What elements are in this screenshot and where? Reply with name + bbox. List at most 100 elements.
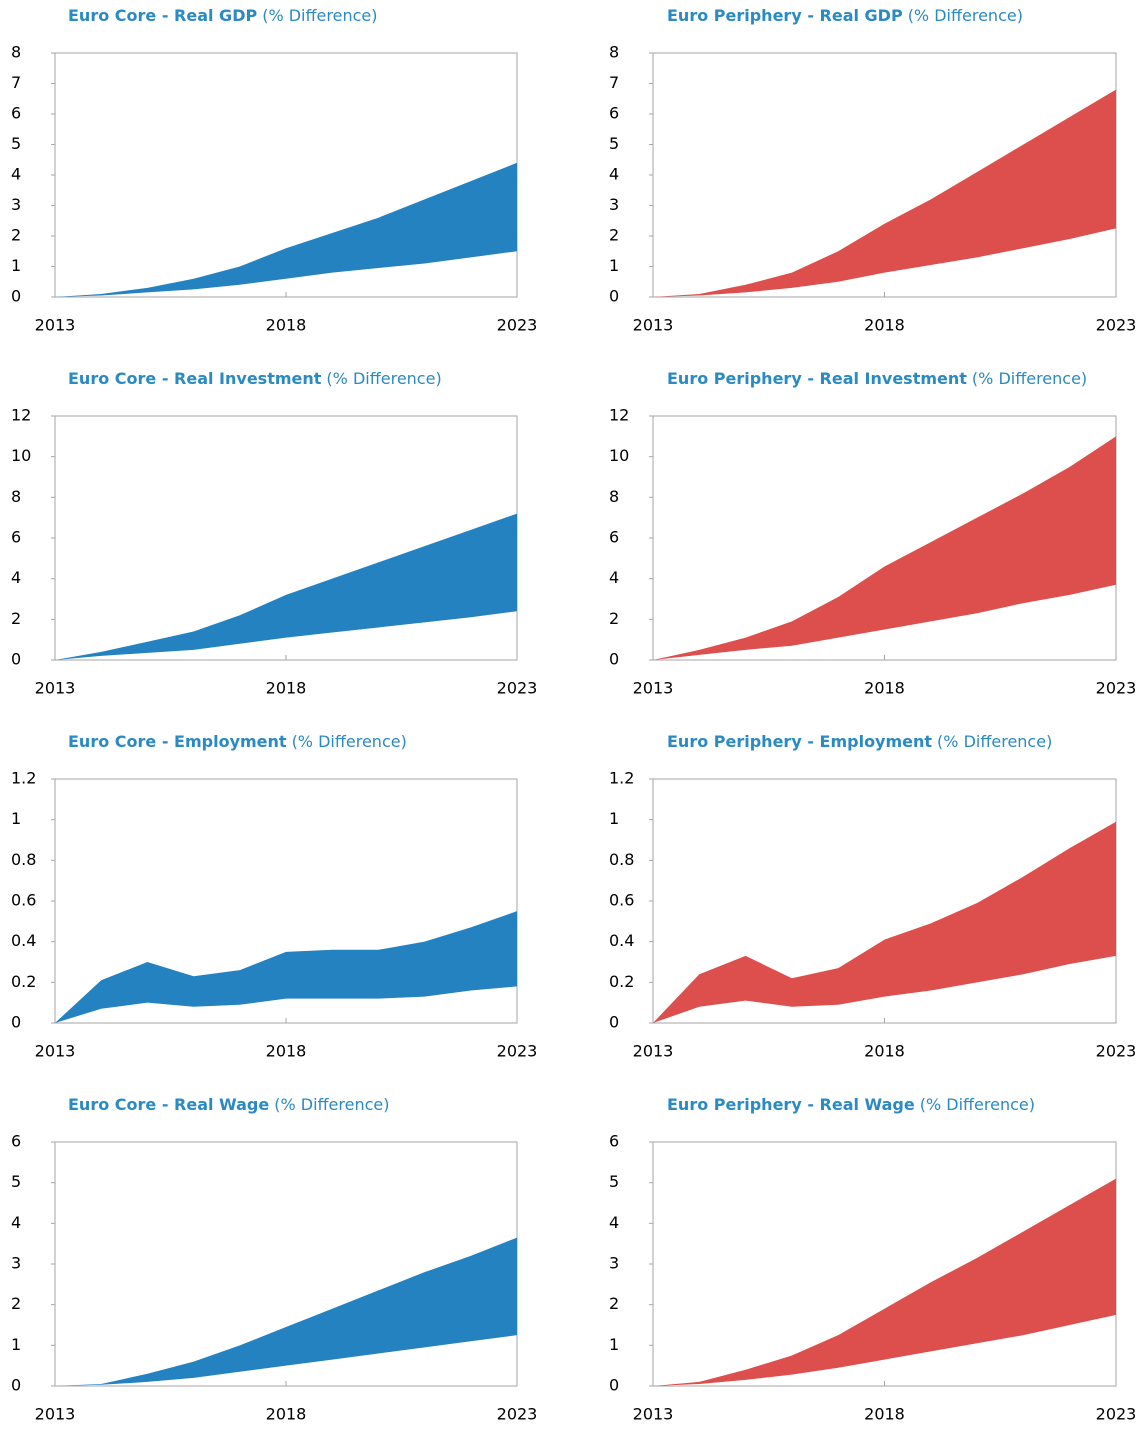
chart: Euro Core - Real Investment (% Difference… [11, 369, 537, 698]
y-tick-label: 0.6 [11, 891, 36, 910]
chart: Euro Core - Employment (% Difference) 0 0.2… [11, 732, 537, 1061]
y-tick-label: 8 [11, 487, 21, 506]
chart: Euro Core - Real GDP (% Difference) 0 1 2 3 4 5… [11, 6, 537, 335]
x-tick-label: 2018 [864, 316, 905, 335]
x-tick-label: 2023 [1096, 679, 1137, 698]
y-tick-label: 1.2 [11, 769, 36, 788]
band-area [55, 162, 517, 297]
y-tick-label: 1 [11, 809, 21, 828]
y-tick-label: 0 [11, 650, 21, 669]
chart-title: Euro Core - Employment (% Difference) [68, 732, 407, 751]
chart: Euro Periphery - Real GDP (% Difference) 0… [609, 6, 1136, 335]
y-tick-label: 1 [609, 1335, 619, 1354]
x-tick-label: 2013 [633, 316, 674, 335]
chart-title: Euro Core - Real GDP (% Difference) [68, 6, 377, 25]
y-tick-label: 0 [609, 1013, 619, 1032]
band-area [55, 911, 517, 1023]
x-tick-label: 2018 [266, 316, 307, 335]
chart-title: Euro Periphery - Real GDP (% Difference) [667, 6, 1023, 25]
title-main: Euro Core - Real GDP [68, 6, 257, 25]
y-tick-label: 0.2 [609, 972, 634, 991]
title-sub: (% Difference) [920, 1095, 1035, 1114]
chart-title: Euro Core - Real Wage (% Difference) [68, 1095, 390, 1114]
y-tick-label: 2 [11, 226, 21, 245]
x-tick-label: 2018 [864, 1405, 905, 1424]
y-tick-label: 3 [609, 1254, 619, 1273]
x-tick-label: 2013 [35, 316, 76, 335]
y-tick-label: 7 [609, 73, 619, 92]
title-sub: (% Difference) [326, 369, 441, 388]
y-tick-label: 2 [11, 609, 21, 628]
chart-title: Euro Periphery - Real Investment (% Diffe… [667, 369, 1087, 388]
band-area [653, 436, 1116, 660]
y-tick-label: 1 [11, 1335, 21, 1354]
x-tick-label: 2013 [633, 1042, 674, 1061]
y-tick-label: 6 [11, 528, 21, 547]
y-tick-label: 4 [609, 568, 619, 587]
y-tick-label: 0 [11, 1013, 21, 1032]
band-area [653, 1178, 1116, 1386]
x-tick-label: 2018 [864, 1042, 905, 1061]
band-area [653, 821, 1116, 1023]
y-tick-label: 1 [609, 256, 619, 275]
title-sub: (% Difference) [908, 6, 1023, 25]
x-tick-label: 2018 [266, 679, 307, 698]
x-tick-label: 2023 [497, 316, 538, 335]
y-tick-label: 6 [609, 528, 619, 547]
band-area [55, 1237, 517, 1386]
title-main: Euro Periphery - Real GDP [667, 6, 903, 25]
y-tick-label: 0.4 [609, 931, 634, 950]
y-tick-label: 5 [11, 134, 21, 153]
x-tick-label: 2013 [35, 1042, 76, 1061]
y-tick-label: 1 [609, 809, 619, 828]
y-tick-label: 0.6 [609, 891, 634, 910]
x-tick-label: 2023 [1096, 316, 1137, 335]
y-tick-label: 0.8 [609, 850, 634, 869]
y-tick-label: 10 [11, 446, 31, 465]
chart: Euro Periphery - Real Investment (% Diffe… [609, 369, 1136, 698]
y-tick-label: 8 [609, 487, 619, 506]
y-tick-label: 0 [609, 287, 619, 306]
y-tick-label: 0 [11, 1376, 21, 1395]
title-main: Euro Core - Real Investment [68, 369, 322, 388]
y-tick-label: 0 [609, 1376, 619, 1395]
x-tick-label: 2023 [497, 679, 538, 698]
y-tick-label: 0.2 [11, 972, 36, 991]
y-tick-label: 2 [609, 1294, 619, 1313]
y-tick-label: 0 [11, 287, 21, 306]
x-tick-label: 2013 [35, 1405, 76, 1424]
band-area [653, 89, 1116, 297]
x-tick-label: 2023 [1096, 1042, 1137, 1061]
y-tick-label: 8 [609, 43, 619, 62]
y-tick-label: 4 [11, 568, 21, 587]
y-tick-label: 6 [11, 1132, 21, 1151]
y-tick-label: 12 [609, 406, 629, 425]
chart-title: Euro Core - Real Investment (% Difference… [68, 369, 442, 388]
x-tick-label: 2013 [633, 1405, 674, 1424]
y-tick-label: 5 [609, 134, 619, 153]
y-tick-label: 10 [609, 446, 629, 465]
y-tick-label: 0.8 [11, 850, 36, 869]
title-sub: (% Difference) [972, 369, 1087, 388]
title-main: Euro Periphery - Employment [667, 732, 932, 751]
y-tick-label: 4 [609, 1213, 619, 1232]
title-main: Euro Core - Real Wage [68, 1095, 269, 1114]
y-tick-label: 6 [609, 1132, 619, 1151]
y-tick-label: 3 [11, 195, 21, 214]
y-tick-label: 0 [609, 650, 619, 669]
x-tick-label: 2018 [266, 1042, 307, 1061]
y-tick-label: 8 [11, 43, 21, 62]
title-main: Euro Periphery - Real Wage [667, 1095, 915, 1114]
y-tick-label: 4 [11, 1213, 21, 1232]
y-tick-label: 7 [11, 73, 21, 92]
y-tick-label: 5 [11, 1172, 21, 1191]
title-sub: (% Difference) [292, 732, 407, 751]
y-tick-label: 6 [11, 104, 21, 123]
y-tick-label: 1 [11, 256, 21, 275]
y-tick-label: 5 [609, 1172, 619, 1191]
y-tick-label: 0.4 [11, 931, 36, 950]
chart: Euro Periphery - Employment (% Difference… [609, 732, 1136, 1061]
x-tick-label: 2023 [1096, 1405, 1137, 1424]
title-main: Euro Periphery - Real Investment [667, 369, 967, 388]
y-tick-label: 2 [609, 226, 619, 245]
